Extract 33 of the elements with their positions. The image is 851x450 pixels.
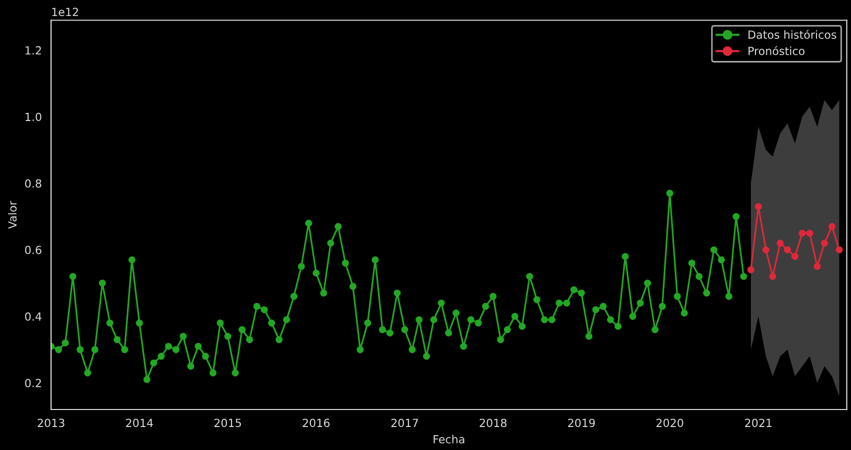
point <box>769 272 776 280</box>
text: 1e12 <box>52 8 78 16</box>
point <box>814 262 821 270</box>
y-tick-label: 0.4 <box>25 312 42 321</box>
point <box>754 203 762 210</box>
point <box>747 266 754 274</box>
x-tick-label: 2021 <box>745 418 772 428</box>
x-tick-label: 2016 <box>302 418 330 428</box>
y-tick-label: 0.6 <box>25 246 42 254</box>
y-tick-label: 0.8 <box>25 179 42 188</box>
legend-label: Datos históricos <box>748 30 836 39</box>
point <box>828 223 836 230</box>
x-tick-label: 2020 <box>656 418 684 428</box>
x-axis-title: Fecha <box>434 434 464 444</box>
x-tick-label: 2013 <box>38 418 64 428</box>
x-tick-label: 2014 <box>126 418 153 428</box>
x-tick-label: 2015 <box>214 418 241 428</box>
point <box>798 230 806 237</box>
y-tick-label: 1.2 <box>26 46 41 54</box>
point <box>806 230 814 237</box>
x-tick-label: 2017 <box>391 418 418 428</box>
point <box>784 246 791 254</box>
point <box>762 246 770 254</box>
x-tick-label: 2018 <box>480 418 506 428</box>
point <box>791 252 798 260</box>
y-axis-title: Valor <box>8 200 17 229</box>
point <box>776 240 784 247</box>
point <box>821 240 828 247</box>
point <box>836 246 843 254</box>
x-tick-label: 2019 <box>568 418 595 428</box>
y-tick-label: 0.2 <box>25 378 41 388</box>
legend-label: Pronóstico <box>748 46 804 56</box>
y-tick-label: 1.0 <box>26 112 42 122</box>
